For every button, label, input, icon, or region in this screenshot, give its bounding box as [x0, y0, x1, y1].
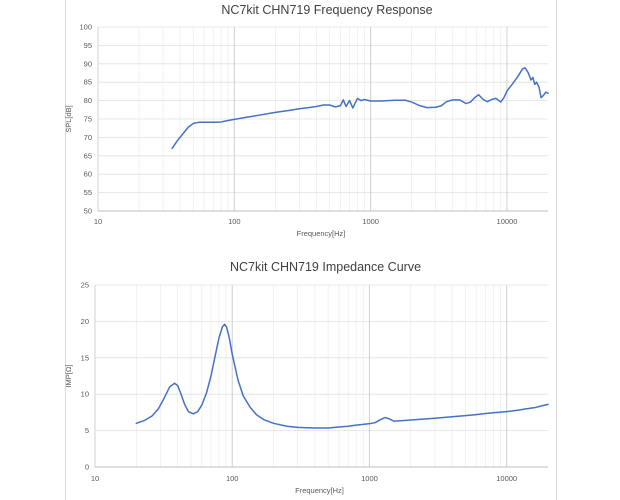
y-tick-label: 50: [84, 207, 92, 216]
right-border-line: [556, 0, 557, 500]
x-tick-label: 10: [94, 217, 102, 226]
x-axis-label: Frequency[Hz]: [297, 229, 346, 238]
x-tick-label: 1000: [362, 217, 379, 226]
y-tick-label: 20: [81, 317, 89, 326]
y-tick-label: 85: [84, 78, 92, 87]
x-tick-label: 10000: [496, 474, 517, 483]
x-tick-label: 10000: [497, 217, 518, 226]
chart-2: 0 5 10 15 20 25 10 100 1000 10000 NC7kit CHN719 Im…: [64, 260, 549, 495]
x-tick-label: 10: [91, 474, 99, 483]
x-tick-label: 1000: [361, 474, 378, 483]
y-tick-label: 75: [84, 115, 92, 124]
x-tick-label: 100: [228, 217, 241, 226]
y-tick-label: 90: [84, 59, 92, 68]
x-axis-label: Frequency[Hz]: [295, 486, 344, 495]
y-axis-label: IMP[Ω]: [64, 364, 73, 387]
y-tick-label: 25: [81, 281, 89, 290]
y-tick-label: 95: [84, 41, 92, 50]
y-axis-label: SPL[dB]: [64, 105, 73, 133]
series-line: [135, 323, 549, 429]
y-tick-label: 15: [81, 353, 89, 362]
chart-1: 50 55 60 65 70 75 80 85 90 95 100 10 100 1000 10000 NC7…: [64, 3, 549, 238]
y-tick-label: 10: [81, 390, 89, 399]
chart-title: NC7kit CHN719 Frequency Response: [221, 3, 432, 17]
x-tick-label: 100: [226, 474, 239, 483]
y-tick-label: 70: [84, 133, 92, 142]
y-tick-label: 100: [79, 23, 92, 32]
y-tick-label: 80: [84, 96, 92, 105]
y-tick-label: 0: [85, 463, 89, 472]
y-tick-label: 5: [85, 426, 89, 435]
y-tick-label: 60: [84, 170, 92, 179]
left-border-line: [65, 0, 66, 500]
chart-title: NC7kit CHN719 Impedance Curve: [230, 260, 421, 274]
y-tick-label: 65: [84, 151, 92, 160]
series-line: [171, 67, 549, 150]
y-tick-label: 55: [84, 188, 92, 197]
